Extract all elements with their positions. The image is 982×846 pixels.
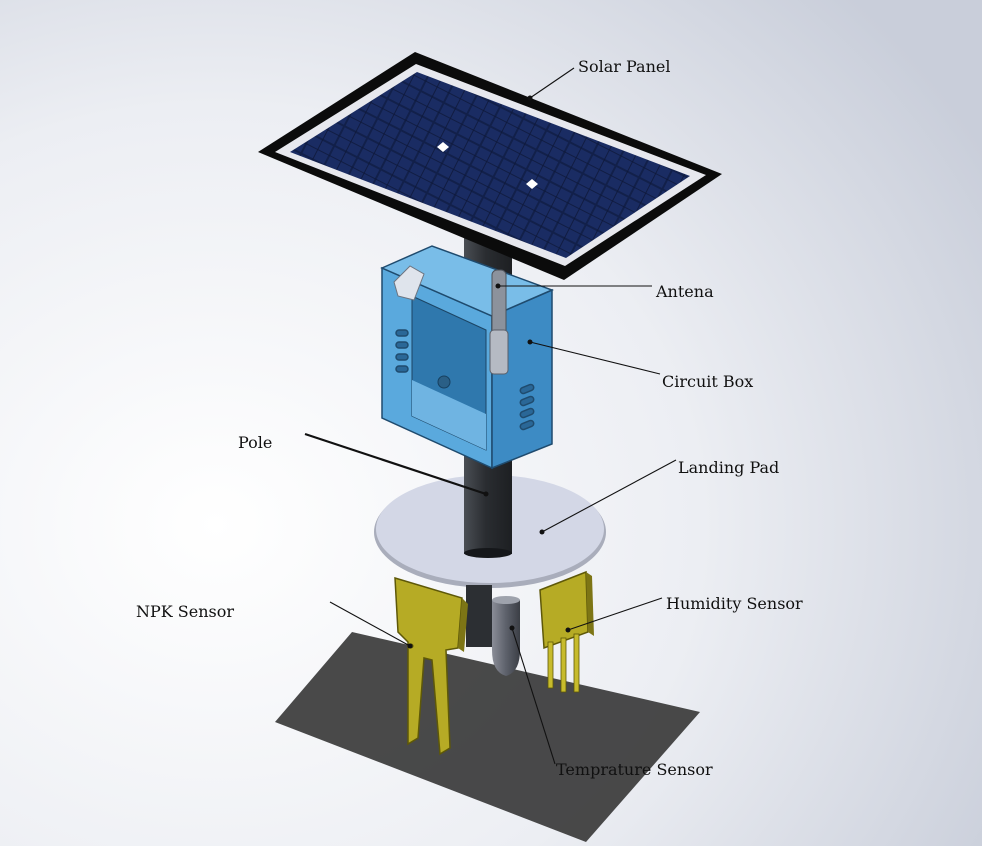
lower-pole xyxy=(466,585,492,647)
humidity-prong-3 xyxy=(573,633,580,693)
label-circuit-box: Circuit Box xyxy=(662,372,754,391)
label-npk-sensor: NPK Sensor xyxy=(136,602,235,621)
label-solar-panel: Solar Panel xyxy=(578,57,671,76)
circuit-box-knob xyxy=(437,375,451,389)
solar-panel-dot-1 xyxy=(437,142,449,152)
leader-npk-sensor xyxy=(329,601,411,647)
circuit-box-top xyxy=(380,245,555,317)
ground-shadow xyxy=(275,632,700,842)
temperature-sensor xyxy=(492,600,520,676)
solar-panel-cells xyxy=(290,72,690,258)
solar-panel-dot-2 xyxy=(526,179,538,189)
label-temprature-sensor: Temprature Sensor xyxy=(556,760,713,779)
humidity-prong-1 xyxy=(547,641,554,689)
leader-dots xyxy=(407,95,571,649)
leader-circuit-box xyxy=(529,341,661,375)
leader-solar-panel xyxy=(529,67,575,99)
npk-sensor-side xyxy=(458,598,468,652)
label-antena: Antena xyxy=(656,282,714,301)
antenna-sleeve xyxy=(489,329,509,375)
humidity-sensor-side xyxy=(586,572,594,636)
circuit-box-inner-floor xyxy=(412,380,486,450)
leader-pole xyxy=(304,432,487,496)
label-humidity-sensor: Humidity Sensor xyxy=(666,594,803,613)
leader-humidity-sensor xyxy=(567,597,663,631)
temperature-sensor-top xyxy=(492,596,520,604)
label-pole: Pole xyxy=(238,433,273,452)
leader-lines xyxy=(304,67,677,765)
leader-temprature-sensor xyxy=(511,627,556,765)
label-landing-pad: Landing Pad xyxy=(678,458,780,477)
humidity-prong-2 xyxy=(560,637,567,693)
leader-landing-pad xyxy=(541,459,677,533)
pole-pad-joint xyxy=(464,548,512,558)
mesh-component xyxy=(393,265,425,301)
circuit-box-vents xyxy=(395,329,535,431)
